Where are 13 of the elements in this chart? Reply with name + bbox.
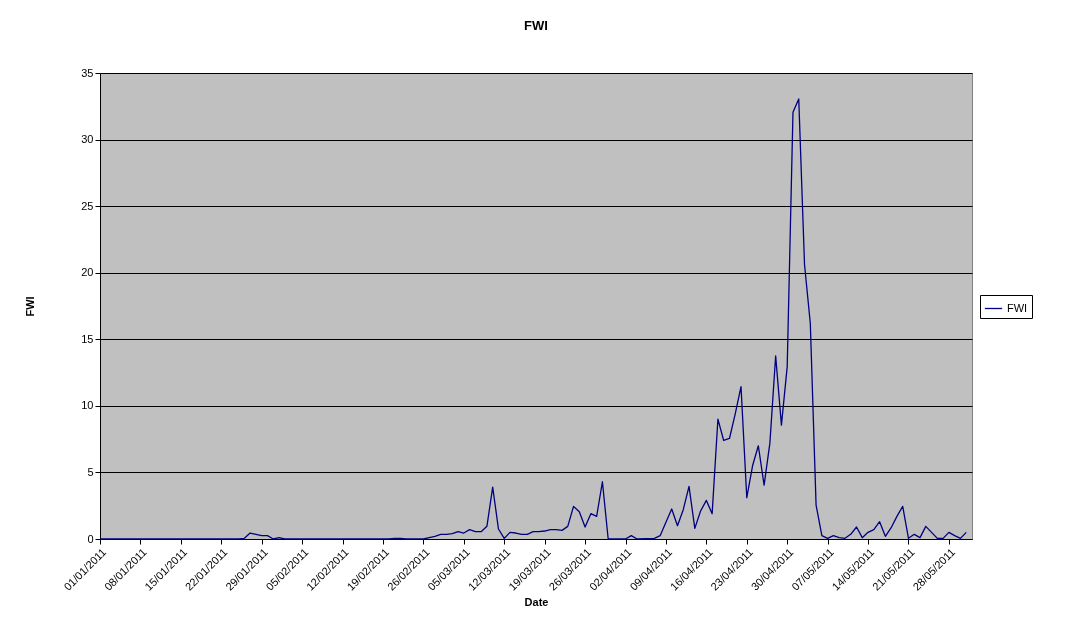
y-axis-title: FWI <box>24 296 37 317</box>
chart-title: FWI <box>524 18 548 33</box>
y-tick-label: 5 <box>87 465 94 478</box>
y-tick-label: 20 <box>81 266 94 279</box>
y-tick-label: 35 <box>81 66 94 79</box>
y-tick-label: 10 <box>81 399 94 412</box>
x-axis-title: Date <box>524 595 549 608</box>
line-series <box>99 98 967 540</box>
legend-label: FWI <box>1007 301 1028 314</box>
y-tick-label: 25 <box>81 199 94 212</box>
y-tick-label: 0 <box>87 532 94 545</box>
y-tick-label: 30 <box>81 133 94 146</box>
y-tick-label: 15 <box>81 332 94 345</box>
